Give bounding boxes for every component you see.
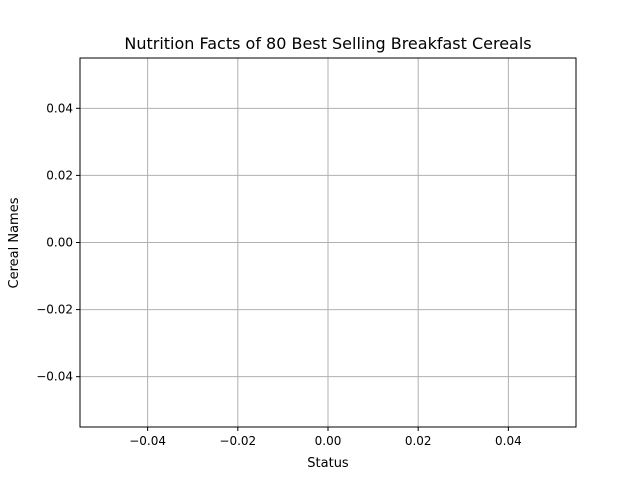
- y-tick-label: 0.02: [46, 168, 73, 182]
- y-tick-label: −0.02: [36, 303, 73, 317]
- y-axis: −0.04 −0.02 0.00 0.02 0.04: [36, 101, 80, 384]
- y-axis-label: Cereal Names: [7, 197, 22, 288]
- chart-title: Nutrition Facts of 80 Best Selling Break…: [124, 34, 531, 53]
- x-tick-label: −0.02: [219, 434, 256, 448]
- x-axis-label: Status: [307, 456, 349, 471]
- x-tick-label: 0.02: [405, 434, 432, 448]
- x-axis: −0.04 −0.02 0.00 0.02 0.04: [129, 427, 522, 448]
- x-tick-label: −0.04: [129, 434, 166, 448]
- grid: [80, 58, 576, 427]
- y-tick-label: 0.04: [46, 101, 73, 115]
- x-tick-label: 0.04: [495, 434, 522, 448]
- y-tick-label: −0.04: [36, 370, 73, 384]
- y-tick-label: 0.00: [46, 236, 73, 250]
- x-tick-label: 0.00: [315, 434, 342, 448]
